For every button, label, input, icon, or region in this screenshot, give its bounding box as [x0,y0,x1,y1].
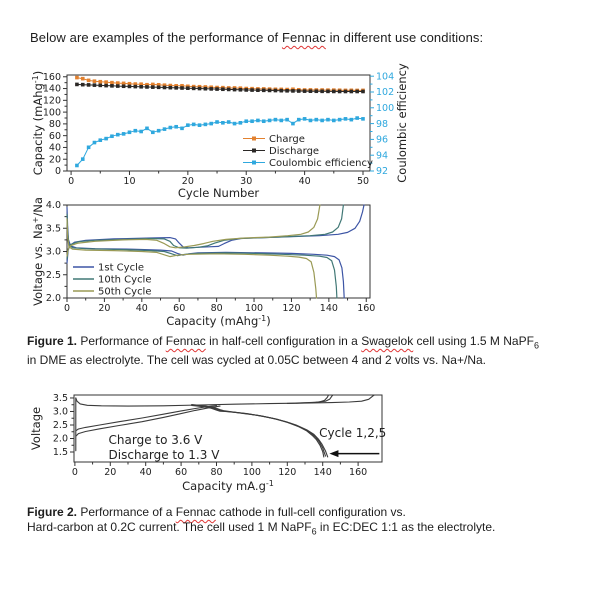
figure2-caption: Figure 2. Performance of a Fennac cathod… [27,505,583,539]
svg-text:80: 80 [211,303,223,314]
svg-text:Voltage vs. Na+/Na: Voltage vs. Na+/Na [31,197,45,306]
svg-text:104: 104 [376,71,394,82]
svg-text:3.5: 3.5 [46,223,61,234]
svg-text:20: 20 [104,467,116,478]
svg-text:Capacity (mAhg-1): Capacity (mAhg-1) [31,71,45,176]
svg-text:Coulombic efficiency: Coulombic efficiency [269,158,373,169]
svg-text:140: 140 [320,303,338,314]
svg-text:1st Cycle: 1st Cycle [98,263,144,274]
svg-text:60: 60 [175,467,187,478]
svg-text:20: 20 [182,176,194,187]
svg-text:10th Cycle: 10th Cycle [98,275,152,286]
svg-text:Charge: Charge [269,134,305,145]
svg-text:Capacity (mAhg-1): Capacity (mAhg-1) [166,314,271,328]
figure1-caption-line2: in DME as electrolyte. The cell was cycl… [27,353,486,368]
svg-text:10: 10 [123,176,135,187]
svg-text:Discharge to 1.3 V: Discharge to 1.3 V [109,448,221,462]
svg-text:102: 102 [376,87,394,98]
svg-text:Voltage: Voltage [29,407,43,450]
svg-text:140: 140 [314,467,332,478]
svg-text:Capacity mA.g-1: Capacity mA.g-1 [182,479,274,493]
svg-text:160: 160 [43,72,61,83]
svg-text:50: 50 [357,176,369,187]
svg-text:3.5: 3.5 [53,393,68,404]
svg-text:40: 40 [299,176,311,187]
svg-text:4.0: 4.0 [46,200,61,211]
cycling-performance-chart: 0 10 20 30 40 5002040608010012014016092949698… [31,63,409,200]
svg-text:0: 0 [64,303,70,314]
svg-text:98: 98 [376,119,388,130]
svg-text:94: 94 [376,150,388,161]
svg-text:96: 96 [376,135,388,146]
svg-text:80: 80 [210,467,222,478]
svg-text:2.5: 2.5 [53,420,68,431]
svg-text:92: 92 [376,166,388,177]
svg-text:100: 100 [376,103,394,114]
svg-text:20: 20 [49,154,61,165]
svg-text:40: 40 [136,303,148,314]
svg-text:60: 60 [49,131,61,142]
svg-text:120: 120 [278,467,296,478]
svg-text:Coulombic efficiency: Coulombic efficiency [395,63,409,183]
svg-text:Cycle Number: Cycle Number [178,186,260,200]
svg-text:30: 30 [240,176,252,187]
svg-text:3.0: 3.0 [46,247,61,258]
figure2-caption-line2: Hard-carbon at 0.2C current. The cell us… [27,520,496,537]
svg-text:50th Cycle: 50th Cycle [98,287,152,298]
svg-text:0: 0 [68,176,74,187]
svg-text:160: 160 [349,467,367,478]
svg-text:40: 40 [140,467,152,478]
svg-text:120: 120 [282,303,300,314]
svg-text:1.5: 1.5 [53,447,68,458]
svg-text:120: 120 [43,96,61,107]
svg-text:100: 100 [43,107,61,118]
fullcell-voltage-profile-chart: 0 20 40 60 80 100 120 140 160 1.5 2.0 2.5 3.0 3.5 Capa… [29,393,386,493]
svg-text:100: 100 [243,467,261,478]
svg-text:100: 100 [245,303,263,314]
svg-text:3.0: 3.0 [53,407,68,418]
svg-text:Charge to 3.6 V: Charge to 3.6 V [109,433,204,447]
svg-text:20: 20 [98,303,110,314]
figure2-caption-line1: Figure 2. Performance of a Fennac cathod… [27,505,406,519]
svg-text:40: 40 [49,143,61,154]
svg-text:80: 80 [49,119,61,130]
figure1-caption: Figure 1. Performance of Fennac in half-… [27,334,583,368]
halfcell-voltage-profile-chart: 0 20 40 60 80 100 120 140 160 2.0 2.5 3.0 3.5 4.0 Capa… [31,197,375,328]
svg-text:2.5: 2.5 [46,270,61,281]
svg-text:140: 140 [43,84,61,95]
svg-text:Cycle 1,2,5: Cycle 1,2,5 [319,426,386,440]
intro-text: Below are examples of the performance of… [30,30,484,45]
svg-text:160: 160 [357,303,375,314]
svg-text:Discharge: Discharge [269,146,319,157]
svg-text:0: 0 [55,166,61,177]
svg-text:60: 60 [173,303,185,314]
svg-text:2.0: 2.0 [46,293,61,304]
figure1-caption-line1: Figure 1. Performance of Fennac in half-… [27,334,539,351]
svg-text:0: 0 [72,467,78,478]
svg-text:2.0: 2.0 [53,434,68,445]
